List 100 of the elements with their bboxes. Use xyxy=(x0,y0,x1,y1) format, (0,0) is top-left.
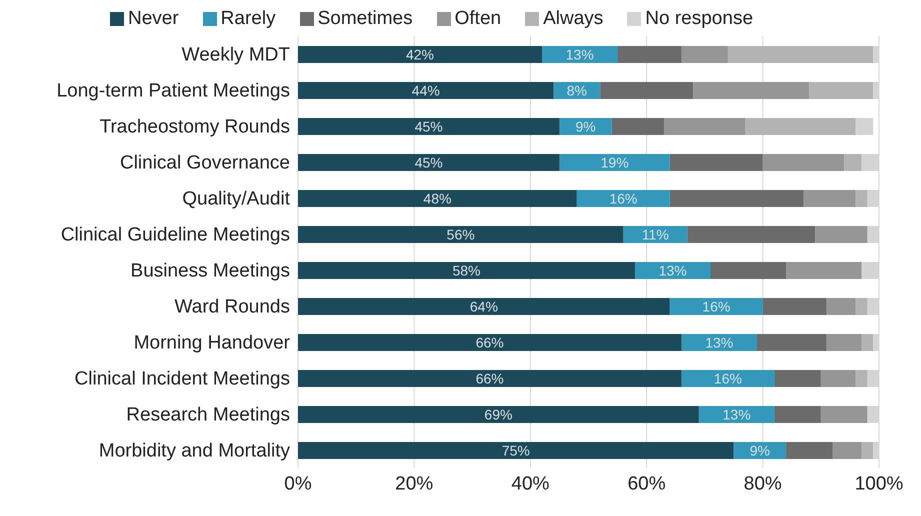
bar xyxy=(844,154,862,171)
bar xyxy=(670,154,763,171)
bar xyxy=(559,154,670,171)
bar xyxy=(681,370,774,387)
bar xyxy=(298,298,670,315)
bar xyxy=(856,190,868,207)
bar xyxy=(298,118,560,135)
bar xyxy=(809,82,874,99)
data-label: 19% xyxy=(600,154,629,170)
bar xyxy=(298,190,577,207)
data-label: 44% xyxy=(412,82,440,98)
data-label: 45% xyxy=(414,118,443,134)
x-tick-label: 0% xyxy=(284,473,312,494)
bar xyxy=(298,82,554,99)
bar xyxy=(856,118,874,135)
bar xyxy=(820,370,856,387)
bar xyxy=(670,190,804,207)
y-tick-label: Quality/Audit xyxy=(182,188,291,210)
data-label: 13% xyxy=(705,334,734,350)
bar xyxy=(298,442,734,459)
bar xyxy=(298,370,682,387)
bar xyxy=(693,82,810,99)
bar xyxy=(774,406,821,423)
data-label: 66% xyxy=(476,334,504,350)
bar xyxy=(710,262,786,279)
bar xyxy=(298,154,560,171)
data-label: 8% xyxy=(566,82,587,98)
data-label: 13% xyxy=(566,46,594,62)
y-tick-label: Morning Handover xyxy=(134,332,291,354)
y-tick-label: Business Meetings xyxy=(130,260,290,282)
bar xyxy=(826,334,862,351)
x-tick-label: 40% xyxy=(511,473,550,494)
legend-label: No response xyxy=(645,8,754,29)
bar xyxy=(681,46,728,63)
bar xyxy=(298,46,542,63)
y-tick-label: Clinical Incident Meetings xyxy=(74,368,290,390)
y-tick-label: Long-term Patient Meetings xyxy=(56,80,290,102)
x-tick-label: 20% xyxy=(395,473,434,494)
legend-label: Often xyxy=(454,8,502,29)
data-label: 48% xyxy=(423,190,452,206)
y-tick-label: Morbidity and Mortality xyxy=(98,440,290,462)
bar xyxy=(862,334,874,351)
bar xyxy=(728,46,874,63)
data-label: 66% xyxy=(476,370,504,386)
bar xyxy=(681,334,757,351)
data-label: 64% xyxy=(470,298,498,314)
bar xyxy=(862,442,874,459)
bar xyxy=(762,154,844,171)
bar xyxy=(687,226,816,243)
bar xyxy=(820,406,868,423)
legend-label: Sometimes xyxy=(318,8,413,29)
bar xyxy=(786,442,833,459)
bar xyxy=(762,298,827,315)
bar xyxy=(542,46,618,63)
data-label: 69% xyxy=(484,406,512,422)
data-label: 11% xyxy=(642,226,669,242)
bar xyxy=(600,82,694,99)
data-label: 13% xyxy=(658,262,687,278)
y-tick-label: Research Meetings xyxy=(126,404,290,426)
bar xyxy=(664,118,746,135)
bar xyxy=(774,370,821,387)
bar xyxy=(826,298,856,315)
data-label: 16% xyxy=(702,298,730,314)
y-tick-label: Clinical Governance xyxy=(120,152,290,174)
bar xyxy=(698,406,774,423)
bar xyxy=(298,226,624,243)
legend-label: Rarely xyxy=(220,8,276,29)
data-label: 45% xyxy=(414,154,443,170)
bar xyxy=(786,262,862,279)
data-label: 42% xyxy=(406,46,434,62)
bar xyxy=(745,118,856,135)
bar xyxy=(298,334,682,351)
y-tick-label: Weekly MDT xyxy=(182,44,290,66)
data-label: 58% xyxy=(452,262,481,278)
y-tick-label: Clinical Guideline Meetings xyxy=(60,224,290,246)
bar xyxy=(832,442,862,459)
bar xyxy=(634,262,711,279)
bar xyxy=(298,262,635,279)
bar xyxy=(856,370,868,387)
data-label: 9% xyxy=(575,118,596,134)
bar xyxy=(803,190,856,207)
bar xyxy=(612,118,664,135)
data-label: 16% xyxy=(714,370,742,386)
y-tick-label: Tracheostomy Rounds xyxy=(100,116,290,138)
bar xyxy=(856,298,868,315)
bar xyxy=(623,226,688,243)
bar xyxy=(576,190,670,207)
bar xyxy=(670,298,763,315)
y-tick-label: Ward Rounds xyxy=(174,296,290,318)
bar xyxy=(618,46,682,63)
bar xyxy=(298,406,699,423)
data-label: 16% xyxy=(609,190,638,206)
legend-label: Always xyxy=(543,8,604,29)
data-label: 13% xyxy=(722,406,751,422)
x-tick-label: 60% xyxy=(628,473,666,494)
x-tick-label: 80% xyxy=(744,473,782,494)
bar xyxy=(756,334,827,351)
bar xyxy=(815,226,868,243)
data-label: 9% xyxy=(750,442,770,458)
data-label: 56% xyxy=(446,226,475,242)
